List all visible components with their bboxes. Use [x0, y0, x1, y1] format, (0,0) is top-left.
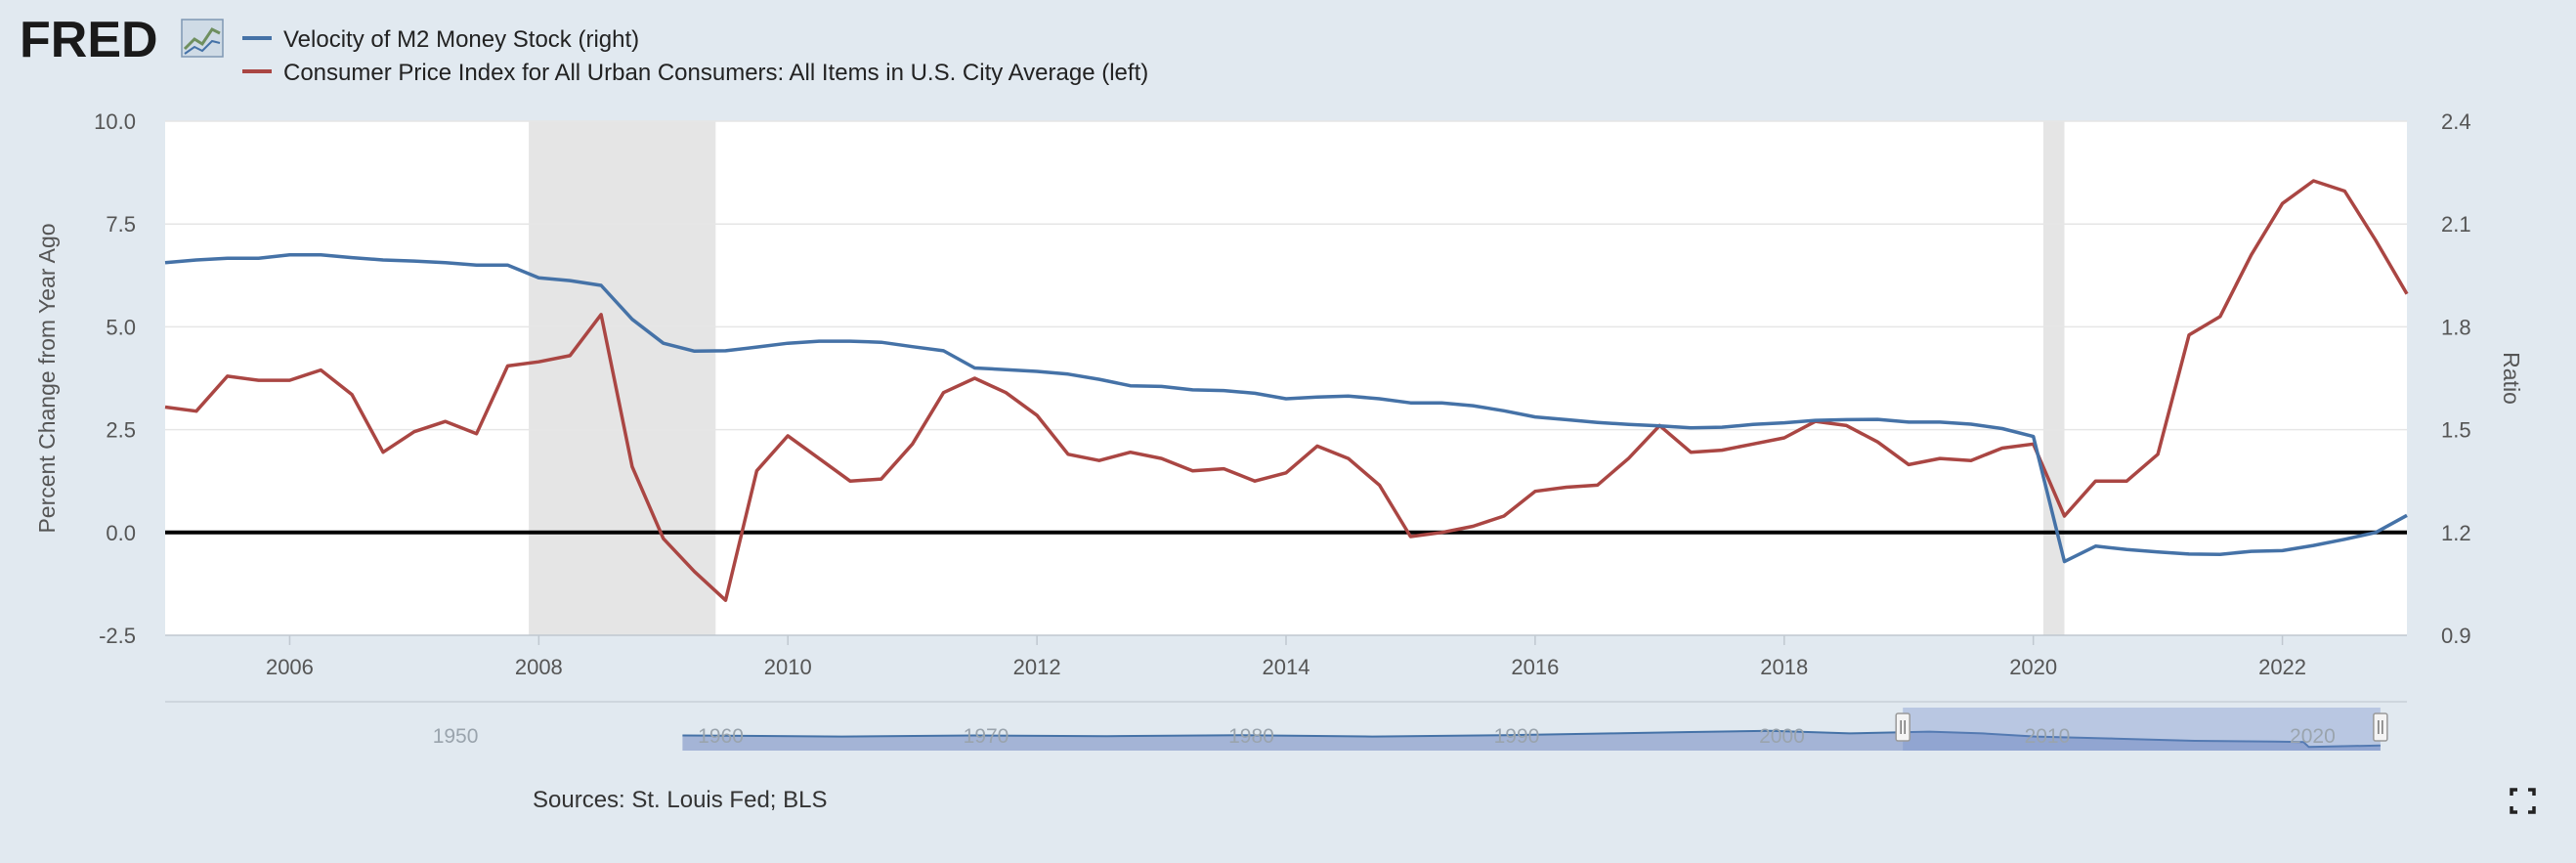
- navigator-year-label: 2000: [1759, 725, 1805, 748]
- y-right-tick-label: 2.1: [2441, 212, 2471, 237]
- x-axis-ticks: 2006 2008 2010 2012 2014 2016 2018 2020 2022: [266, 635, 2306, 679]
- y-left-tick-label: 5.0: [106, 315, 136, 339]
- navigator-handle-left[interactable]: [1895, 712, 1911, 742]
- navigator-year-label: 1960: [698, 725, 744, 748]
- navigator-labels: 1950 1960 1970 1980 1990 2000 2010 2020: [433, 725, 2336, 748]
- x-tick-label: 2020: [2009, 655, 2057, 679]
- y-right-tick-label: 2.4: [2441, 109, 2471, 134]
- logo-text: FRED: [20, 12, 158, 68]
- chart-line-icon: [181, 19, 224, 58]
- x-tick-label: 2014: [1263, 655, 1310, 679]
- navigator[interactable]: 1950 1960 1970 1980 1990 2000 2010 2020: [165, 701, 2407, 751]
- y-right-tick-label: 1.2: [2441, 521, 2471, 545]
- y-axis-left-title: Percent Change from Year Ago: [34, 223, 60, 533]
- y-right-tick-label: 1.5: [2441, 418, 2471, 443]
- series-line-cpi[interactable]: [164, 179, 2409, 602]
- y-axis-right-title: Ratio: [2499, 352, 2524, 405]
- fullscreen-icon[interactable]: [2510, 788, 2536, 814]
- fred-logo[interactable]: FRED: [20, 12, 224, 68]
- legend-label-cpi: Consumer Price Index for All Urban Consu…: [283, 60, 1148, 86]
- series-line-velocity[interactable]: [164, 253, 2408, 564]
- x-tick-label: 2008: [515, 655, 563, 679]
- navigator-year-label: 1970: [964, 725, 1009, 748]
- x-tick-label: 2006: [266, 655, 314, 679]
- sources-text: Sources: St. Louis Fed; BLS: [533, 787, 828, 813]
- navigator-year-label: 2010: [2025, 725, 2071, 748]
- series-lines: [164, 179, 2409, 602]
- recession-band: [2042, 121, 2065, 635]
- navigator-series-area: [682, 730, 2381, 751]
- recession-band: [529, 121, 716, 635]
- navigator-selection[interactable]: [1903, 708, 2381, 751]
- navigator-year-label: 1950: [433, 725, 479, 748]
- x-tick-label: 2012: [1013, 655, 1061, 679]
- x-tick-label: 2016: [1511, 655, 1559, 679]
- y-left-tick-label: 10.0: [94, 109, 136, 134]
- legend-item-velocity[interactable]: Velocity of M2 Money Stock (right): [242, 26, 639, 53]
- y-left-tick-label: 2.5: [106, 418, 136, 443]
- legend-item-cpi[interactable]: Consumer Price Index for All Urban Consu…: [242, 60, 1148, 86]
- x-tick-label: 2018: [1760, 655, 1808, 679]
- legend: Velocity of M2 Money Stock (right) Consu…: [242, 26, 1148, 86]
- navigator-year-label: 1990: [1494, 725, 1540, 748]
- y-right-tick-label: 0.9: [2441, 624, 2471, 648]
- gridlines: [165, 120, 2407, 431]
- y-axis-left-ticks: 10.0 7.5 5.0 2.5 0.0 -2.5: [94, 109, 136, 648]
- y-left-tick-label: -2.5: [99, 624, 136, 648]
- y-axis-right-ticks: 2.4 2.1 1.8 1.5 1.2 0.9: [2441, 109, 2471, 648]
- y-left-tick-label: 7.5: [106, 212, 136, 237]
- x-tick-label: 2022: [2258, 655, 2306, 679]
- y-left-tick-label: 0.0: [106, 521, 136, 545]
- y-right-tick-label: 1.8: [2441, 315, 2471, 339]
- navigator-handle-right[interactable]: [2373, 712, 2388, 742]
- navigator-year-label: 2020: [2290, 725, 2336, 748]
- navigator-year-label: 1980: [1228, 725, 1274, 748]
- navigator-series-line: [682, 729, 2381, 749]
- x-tick-label: 2010: [764, 655, 812, 679]
- legend-label-velocity: Velocity of M2 Money Stock (right): [283, 26, 639, 53]
